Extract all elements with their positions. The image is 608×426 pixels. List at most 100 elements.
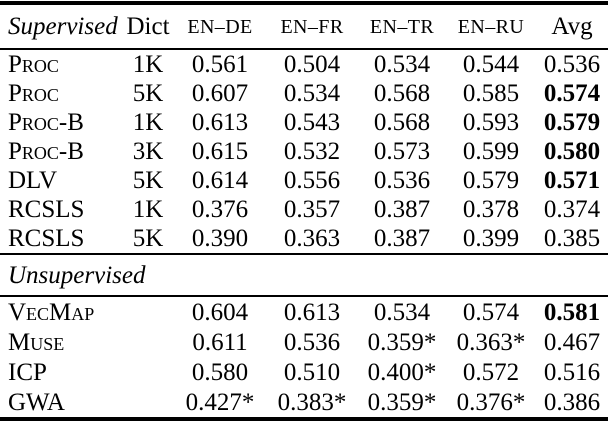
avg-cell: 0.579 [543, 109, 601, 136]
method-cell: RCSLS [8, 225, 85, 252]
table-row: Proc 5K 0.607 0.534 0.568 0.585 0.574 [0, 79, 608, 108]
score-cell: 0.613 [283, 298, 341, 326]
dict-cell: 5K [132, 167, 164, 194]
section-row-unsupervised: Unsupervised [0, 255, 608, 295]
score-cell: 0.599 [462, 138, 520, 165]
score-cell: 0.363* [456, 328, 526, 356]
score-cell: 0.615 [191, 138, 249, 165]
method-cell: Proc-B [8, 109, 84, 136]
column-header-en-ru: EN–RU [457, 15, 525, 38]
score-cell: 0.585 [462, 80, 520, 107]
avg-cell: 0.574 [543, 80, 601, 107]
method-cell: GWA [8, 388, 65, 416]
score-cell: 0.579 [462, 167, 520, 194]
dict-cell: 3K [132, 138, 164, 165]
score-cell: 0.580 [191, 358, 249, 386]
score-cell: 0.510 [283, 358, 341, 386]
score-cell: 0.543 [283, 109, 341, 136]
score-cell: 0.357 [283, 196, 341, 223]
score-cell: 0.544 [462, 51, 520, 78]
dict-cell: 1K [132, 51, 164, 78]
table-row: Muse 0.611 0.536 0.359* 0.363* 0.467 [0, 327, 608, 357]
avg-cell: 0.467 [543, 328, 601, 356]
table-row: DLV 5K 0.614 0.556 0.536 0.579 0.571 [0, 166, 608, 195]
section-header-supervised: Supervised [8, 13, 118, 40]
column-header-en-fr: EN–FR [280, 15, 344, 38]
table-row: ICP 0.580 0.510 0.400* 0.572 0.516 [0, 357, 608, 387]
avg-cell: 0.581 [543, 298, 601, 326]
dict-cell: 5K [132, 225, 164, 252]
table-row: Proc 1K 0.561 0.504 0.534 0.544 0.536 [0, 50, 608, 79]
score-cell: 0.378 [462, 196, 520, 223]
table-rule-mid-1 [0, 253, 608, 255]
method-cell: VecMap [8, 298, 95, 326]
table-rule-mid-2 [0, 295, 608, 297]
table-row: GWA 0.427* 0.383* 0.359* 0.376* 0.386 [0, 387, 608, 417]
score-cell: 0.536 [373, 167, 431, 194]
score-cell: 0.390 [191, 225, 249, 252]
score-cell: 0.376* [456, 388, 526, 416]
table-row: VecMap 0.604 0.613 0.534 0.574 0.581 [0, 297, 608, 327]
avg-cell: 0.374 [543, 196, 601, 223]
method-cell: Proc-B [8, 138, 84, 165]
score-cell: 0.399 [462, 225, 520, 252]
score-cell: 0.376 [191, 196, 249, 223]
score-cell: 0.593 [462, 109, 520, 136]
avg-cell: 0.571 [543, 167, 601, 194]
method-cell: DLV [8, 167, 58, 194]
score-cell: 0.561 [191, 51, 249, 78]
score-cell: 0.536 [283, 328, 341, 356]
column-header-en-tr: EN–TR [369, 15, 435, 38]
table-row: RCSLS 5K 0.390 0.363 0.387 0.399 0.385 [0, 224, 608, 253]
score-cell: 0.573 [373, 138, 431, 165]
score-cell: 0.359* [367, 388, 437, 416]
score-cell: 0.363 [283, 225, 341, 252]
score-cell: 0.383* [277, 388, 347, 416]
avg-cell: 0.386 [543, 388, 601, 416]
table-rule-bottom [0, 417, 608, 421]
method-cell: Muse [8, 328, 65, 356]
column-header-avg: Avg [551, 13, 593, 40]
table-row: Proc-B 1K 0.613 0.543 0.568 0.593 0.579 [0, 108, 608, 137]
avg-cell: 0.516 [543, 358, 601, 386]
score-cell: 0.387 [373, 225, 431, 252]
score-cell: 0.504 [283, 51, 341, 78]
avg-cell: 0.385 [543, 225, 601, 252]
score-cell: 0.534 [283, 80, 341, 107]
table-row: Proc-B 3K 0.615 0.532 0.573 0.599 0.580 [0, 137, 608, 166]
score-cell: 0.534 [373, 298, 431, 326]
table-row: RCSLS 1K 0.376 0.357 0.387 0.378 0.374 [0, 195, 608, 224]
score-cell: 0.427* [185, 388, 255, 416]
section-header-unsupervised: Unsupervised [8, 261, 146, 289]
method-cell: Proc [8, 51, 59, 78]
score-cell: 0.604 [191, 298, 249, 326]
score-cell: 0.613 [191, 109, 249, 136]
method-cell: RCSLS [8, 196, 85, 223]
column-header-en-de: EN–DE [187, 15, 253, 38]
header-row: Supervised Dict EN–DE EN–FR EN–TR EN–RU … [0, 5, 608, 48]
score-cell: 0.532 [283, 138, 341, 165]
score-cell: 0.574 [462, 298, 520, 326]
avg-cell: 0.580 [543, 138, 601, 165]
score-cell: 0.387 [373, 196, 431, 223]
score-cell: 0.556 [283, 167, 341, 194]
table-rule-below-header [0, 48, 608, 50]
score-cell: 0.614 [191, 167, 249, 194]
dict-cell: 1K [132, 196, 164, 223]
score-cell: 0.568 [373, 80, 431, 107]
score-cell: 0.607 [191, 80, 249, 107]
dict-cell: 1K [132, 109, 164, 136]
score-cell: 0.534 [373, 51, 431, 78]
score-cell: 0.359* [367, 328, 437, 356]
score-cell: 0.572 [462, 358, 520, 386]
avg-cell: 0.536 [543, 51, 601, 78]
method-cell: ICP [8, 358, 47, 386]
score-cell: 0.611 [192, 328, 248, 356]
dict-cell: 5K [132, 80, 164, 107]
score-cell: 0.400* [367, 358, 437, 386]
column-header-dict: Dict [126, 13, 170, 40]
method-cell: Proc [8, 80, 59, 107]
table-rule-top [0, 1, 608, 5]
score-cell: 0.568 [373, 109, 431, 136]
